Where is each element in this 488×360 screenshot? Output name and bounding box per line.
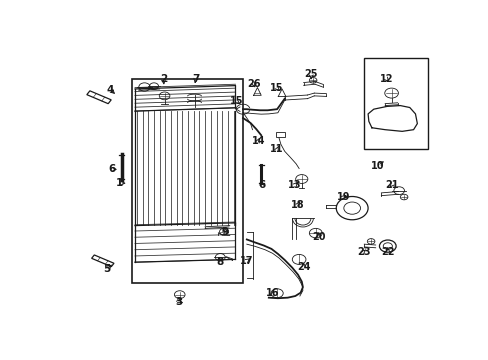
Bar	[363, 58, 427, 149]
Text: 15: 15	[270, 83, 284, 93]
Text: 20: 20	[311, 232, 325, 242]
Text: 4: 4	[106, 85, 114, 95]
Text: 23: 23	[356, 247, 369, 257]
Text: 11: 11	[270, 144, 284, 154]
Text: 22: 22	[380, 247, 394, 257]
Text: 21: 21	[384, 180, 398, 190]
Text: 16: 16	[265, 288, 279, 298]
Text: 10: 10	[370, 161, 384, 171]
Text: 2: 2	[160, 74, 167, 84]
Text: 18: 18	[290, 199, 304, 210]
Text: 25: 25	[304, 69, 317, 79]
Text: 9: 9	[221, 227, 228, 237]
Text: 14: 14	[251, 136, 264, 146]
Text: 15: 15	[229, 96, 243, 107]
Text: 12: 12	[379, 74, 392, 84]
Text: 26: 26	[246, 79, 260, 89]
Text: 5: 5	[103, 264, 110, 274]
Text: 6: 6	[258, 180, 265, 190]
Text: 8: 8	[216, 257, 224, 267]
Text: 24: 24	[296, 262, 310, 272]
Text: 7: 7	[192, 74, 199, 84]
Text: 1: 1	[116, 178, 123, 188]
Text: 3: 3	[175, 297, 182, 307]
Bar	[132, 79, 243, 283]
Text: 13: 13	[287, 180, 301, 190]
Text: 17: 17	[240, 256, 253, 266]
Text: 6: 6	[108, 164, 115, 174]
Bar	[276, 132, 284, 138]
Text: 19: 19	[336, 192, 349, 202]
